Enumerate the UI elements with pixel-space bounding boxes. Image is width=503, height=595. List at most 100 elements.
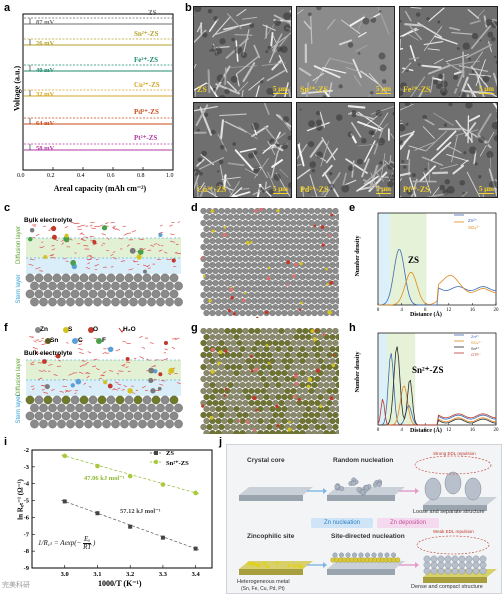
water-molecule [163, 351, 167, 354]
water-molecule [139, 335, 143, 339]
sem-shadow [351, 112, 357, 118]
adsorbed-species [297, 397, 301, 402]
surface-atom [266, 219, 273, 227]
surface-atom [221, 417, 228, 425]
sem-label: Pt²⁺-ZS [403, 185, 430, 194]
panel-label-f: f [4, 322, 8, 334]
surface-atom [281, 429, 288, 437]
surface-atom [254, 303, 261, 311]
surface-atom [293, 309, 300, 317]
zn-deposit-dense [451, 561, 459, 569]
surface-atom [281, 285, 288, 293]
surface-atom [203, 369, 210, 377]
water-molecule [169, 224, 173, 227]
zn-atom [138, 403, 147, 413]
sem-shadow [442, 189, 449, 196]
water-molecule [163, 358, 168, 361]
surface-atom [251, 249, 258, 257]
sem-shadow [283, 24, 291, 32]
zn-nucleus [351, 480, 357, 486]
water-molecule [32, 346, 38, 350]
sem-shadow [465, 103, 473, 109]
water-molecule [29, 221, 32, 224]
adsorbed-species [320, 225, 325, 229]
surface-atom [221, 405, 228, 413]
sem-shadow [485, 143, 489, 146]
surface-atom [221, 429, 228, 437]
sem-flake [235, 73, 240, 87]
zn-deposit-dense [437, 567, 445, 575]
adsorbed-species [332, 354, 335, 357]
water-molecule [49, 253, 54, 257]
sem-flake [223, 22, 253, 31]
water-molecule [157, 243, 161, 246]
surface-atom [329, 345, 336, 353]
sem-shadow [234, 46, 243, 54]
surface-atom [227, 393, 234, 401]
surface-atom [317, 237, 324, 245]
zn-nucleus [352, 552, 357, 558]
sem-label: Cu²⁺-ZS [197, 185, 227, 194]
sem-flake [423, 118, 435, 126]
surface-atom [233, 285, 240, 293]
surface-atom [224, 363, 231, 371]
surface-atom [323, 225, 330, 233]
surface-atom [245, 285, 252, 293]
surface-atom [308, 411, 315, 419]
water-molecule [105, 222, 109, 225]
y-tick-label: -7 [24, 531, 30, 538]
water-molecule [87, 351, 92, 354]
data-point-zs [193, 546, 198, 551]
water-molecule [159, 383, 164, 386]
surface-atom [278, 375, 285, 383]
label-stern-layer: Stern layer [16, 394, 22, 424]
surface-atom [206, 231, 213, 239]
sem-flake [389, 155, 392, 164]
surface-atom [254, 339, 261, 347]
surface-atom [272, 291, 279, 299]
sem-flake [227, 65, 258, 69]
surface-atom [314, 267, 321, 275]
surface-atom [263, 213, 270, 221]
sem-shadow [212, 87, 217, 92]
surface-atom [224, 255, 231, 263]
surface-atom [212, 231, 219, 239]
sn-atom [115, 395, 125, 405]
water-molecule [42, 369, 47, 373]
sem-flake [226, 80, 237, 92]
sem-flake [194, 105, 218, 112]
surface-atom [335, 285, 342, 293]
surface-atom [302, 291, 309, 299]
sem-flake [265, 24, 268, 39]
surface-atom [206, 387, 213, 395]
y-tick-label: -5 [24, 498, 30, 505]
adsorbed-species [330, 213, 334, 217]
surface-atom [218, 375, 225, 383]
water-molecule [68, 373, 74, 376]
surface-atom [215, 261, 222, 269]
zn-deposit-dense [472, 567, 480, 575]
surface-atom [203, 237, 210, 245]
water-molecule [174, 337, 180, 341]
panel-b: ZS 5 μm Sn²⁺-ZS 5 μm Fe²⁺-ZS 5 μm Cu²⁺-Z… [193, 6, 500, 200]
surface-atom [287, 369, 294, 377]
legend-so4: SO₄²⁻ [468, 225, 481, 230]
surface-atom [257, 237, 264, 245]
surface-atom [200, 231, 207, 239]
surface-atom [206, 363, 213, 371]
surface-atom [287, 393, 294, 401]
edl-repulsion-ring [414, 455, 492, 475]
surface-atom [314, 423, 321, 431]
surface-atom [212, 267, 219, 275]
surface-atom [227, 429, 234, 437]
surface-atom [263, 429, 270, 437]
density-curve [377, 249, 497, 306]
sem-flake [298, 67, 312, 77]
surface-atom [230, 267, 237, 275]
sem-flake [400, 195, 402, 197]
water-molecule [171, 346, 175, 350]
water-molecule [74, 392, 77, 394]
surface-atom [311, 309, 318, 317]
surface-atom [245, 345, 252, 353]
surface-atom [254, 327, 261, 335]
